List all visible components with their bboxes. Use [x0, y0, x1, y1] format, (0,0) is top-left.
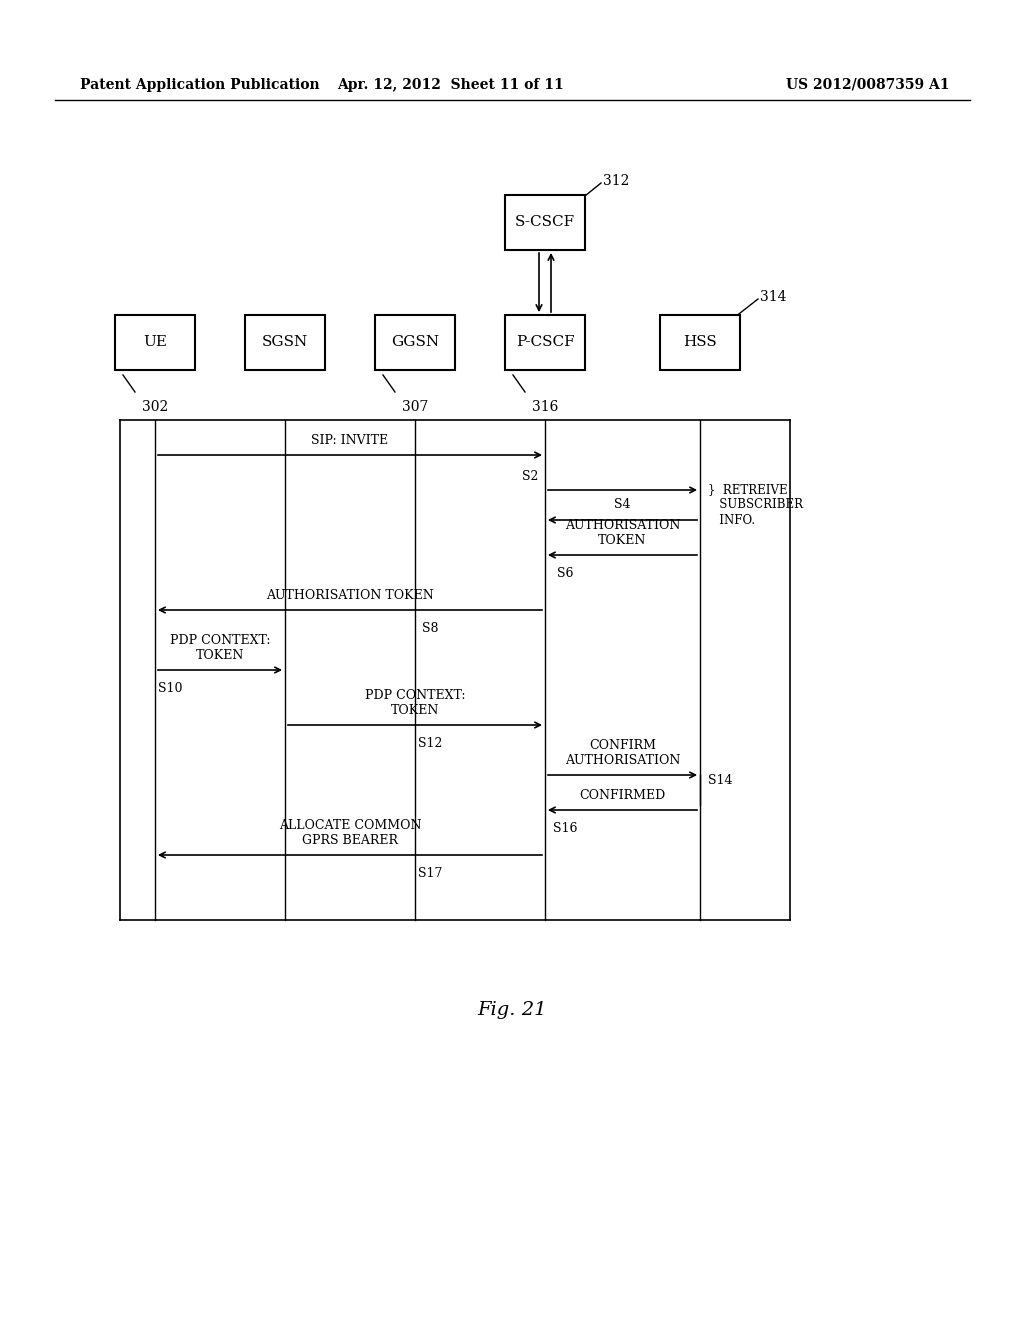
Text: UE: UE — [143, 335, 167, 350]
Text: 314: 314 — [760, 290, 786, 304]
Text: Fig. 21: Fig. 21 — [477, 1001, 547, 1019]
Bar — [660, 315, 740, 370]
Text: CONFIRM
AUTHORISATION: CONFIRM AUTHORISATION — [565, 739, 680, 767]
Text: S17: S17 — [418, 867, 442, 880]
Text: US 2012/0087359 A1: US 2012/0087359 A1 — [786, 78, 950, 92]
Bar — [505, 195, 585, 249]
Text: SGSN: SGSN — [262, 335, 308, 350]
Text: S10: S10 — [158, 682, 182, 696]
Text: AUTHORISATION TOKEN: AUTHORISATION TOKEN — [266, 589, 434, 602]
Text: AUTHORISATION
TOKEN: AUTHORISATION TOKEN — [565, 519, 680, 546]
Text: S2: S2 — [522, 470, 539, 483]
Text: 316: 316 — [531, 400, 558, 414]
Bar — [245, 315, 325, 370]
Text: 307: 307 — [401, 400, 428, 414]
Text: S12: S12 — [418, 737, 442, 750]
Text: HSS: HSS — [683, 335, 717, 350]
Text: SIP: INVITE: SIP: INVITE — [311, 434, 388, 447]
Bar — [115, 315, 195, 370]
Text: GGSN: GGSN — [391, 335, 439, 350]
Text: }  RETREIVE
   SUBSCRIBER
   INFO.: } RETREIVE SUBSCRIBER INFO. — [708, 483, 803, 527]
Text: CONFIRMED: CONFIRMED — [580, 789, 666, 803]
Bar — [505, 315, 585, 370]
Text: S6: S6 — [557, 568, 573, 579]
Text: 312: 312 — [603, 174, 630, 187]
Bar — [375, 315, 455, 370]
Text: 302: 302 — [142, 400, 168, 414]
Text: P-CSCF: P-CSCF — [516, 335, 574, 350]
Text: PDP CONTEXT:
TOKEN: PDP CONTEXT: TOKEN — [170, 634, 270, 663]
Text: S14: S14 — [708, 774, 732, 787]
Text: PDP CONTEXT:
TOKEN: PDP CONTEXT: TOKEN — [365, 689, 465, 717]
Text: S16: S16 — [553, 822, 578, 836]
Text: Patent Application Publication: Patent Application Publication — [80, 78, 319, 92]
Text: Apr. 12, 2012  Sheet 11 of 11: Apr. 12, 2012 Sheet 11 of 11 — [337, 78, 563, 92]
Text: S8: S8 — [422, 622, 438, 635]
Text: S-CSCF: S-CSCF — [515, 215, 575, 230]
Text: ALLOCATE COMMON
GPRS BEARER: ALLOCATE COMMON GPRS BEARER — [279, 818, 421, 847]
Text: S4: S4 — [614, 499, 631, 511]
